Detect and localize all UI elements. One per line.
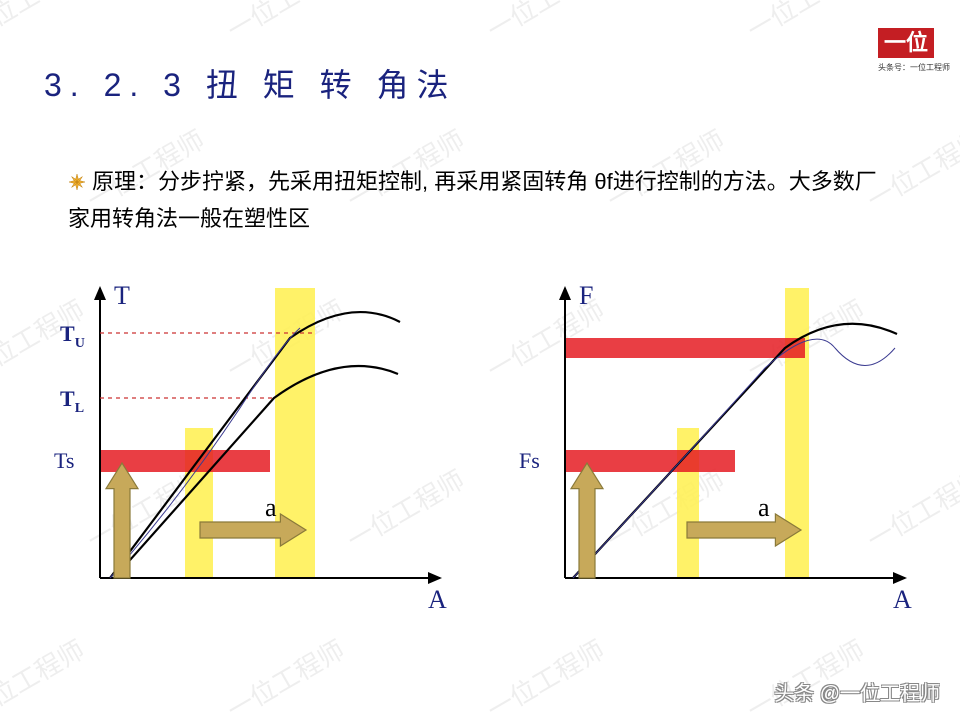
svg-text:A: A [428,585,447,614]
force-chart: F A Fs a [495,268,925,628]
heading-text: 扭 矩 转 角法 [206,67,457,103]
brand-logo: 一位 头条号：一位工程师 [878,28,934,73]
svg-text:a: a [758,493,770,522]
svg-text:TU: TU [60,321,85,351]
svg-text:TL: TL [60,386,84,416]
svg-text:T: T [114,281,130,310]
logo-subtitle: 头条号：一位工程师 [878,62,934,73]
svg-text:F: F [579,281,593,310]
section-heading: 3. 2. 3 扭 矩 转 角法 [44,62,457,108]
svg-text:Ts: Ts [54,448,74,473]
principle-text: 分步拧紧，先采用扭矩控制, 再采用紧固转角 θf进行控制的方法。大多数厂家用转角… [68,169,877,231]
charts-area: T A TU TL Ts a F A Fs a [0,268,960,648]
bullet-label: 原理： [92,169,158,194]
svg-text:Fs: Fs [519,448,540,473]
heading-number: 3. 2. 3 [44,67,189,103]
burst-icon [68,166,86,201]
torque-chart: T A TU TL Ts a [30,268,460,628]
svg-text:a: a [265,493,277,522]
svg-text:A: A [893,585,912,614]
footer-credit: 头条 @一位工程师 [774,677,940,706]
principle-paragraph: 原理：分步拧紧，先采用扭矩控制, 再采用紧固转角 θf进行控制的方法。大多数厂家… [68,164,880,236]
logo-badge: 一位 [878,28,934,58]
